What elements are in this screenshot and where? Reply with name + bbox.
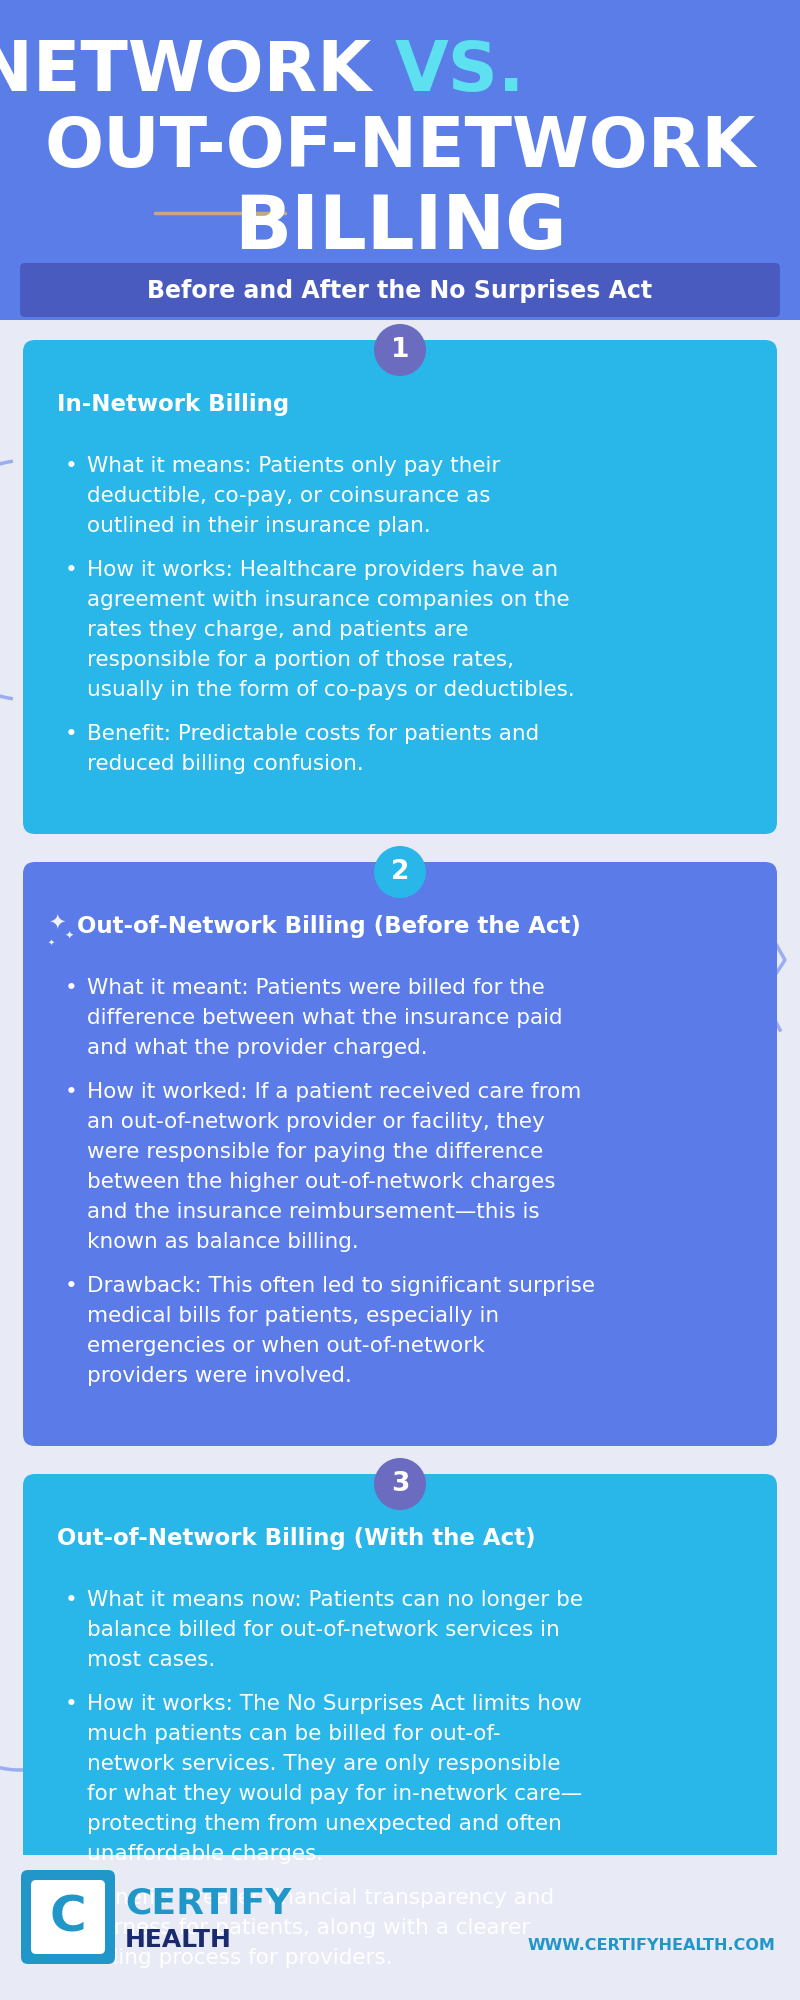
Text: ✦: ✦ xyxy=(47,938,54,946)
Text: agreement with insurance companies on the: agreement with insurance companies on th… xyxy=(87,590,570,610)
FancyBboxPatch shape xyxy=(23,862,777,1446)
FancyBboxPatch shape xyxy=(23,340,777,834)
Text: What it means: Patients only pay their: What it means: Patients only pay their xyxy=(87,456,500,476)
Text: and what the provider charged.: and what the provider charged. xyxy=(87,1038,428,1058)
Text: How it works: The No Surprises Act limits how: How it works: The No Surprises Act limit… xyxy=(87,1694,582,1714)
Text: deductible, co-pay, or coinsurance as: deductible, co-pay, or coinsurance as xyxy=(87,486,490,506)
Text: •: • xyxy=(65,978,78,998)
FancyBboxPatch shape xyxy=(20,262,780,316)
Text: Drawback: This often led to significant surprise: Drawback: This often led to significant … xyxy=(87,1276,595,1296)
Text: emergencies or when out-of-network: emergencies or when out-of-network xyxy=(87,1336,485,1356)
Text: WWW.CERTIFYHEALTH.COM: WWW.CERTIFYHEALTH.COM xyxy=(527,1938,775,1952)
Text: ✦: ✦ xyxy=(64,932,74,942)
FancyBboxPatch shape xyxy=(21,1870,115,1964)
Text: for what they would pay for in-network care—: for what they would pay for in-network c… xyxy=(87,1784,582,1804)
Text: and the insurance reimbursement—this is: and the insurance reimbursement—this is xyxy=(87,1202,540,1222)
Text: medical bills for patients, especially in: medical bills for patients, especially i… xyxy=(87,1306,499,1326)
Text: •: • xyxy=(65,1694,78,1714)
Text: HEALTH: HEALTH xyxy=(125,1928,232,1952)
Text: How it worked: If a patient received care from: How it worked: If a patient received car… xyxy=(87,1082,582,1102)
Text: VS.: VS. xyxy=(395,38,526,106)
Text: balance billed for out-of-network services in: balance billed for out-of-network servic… xyxy=(87,1620,560,1640)
Text: Out-of-Network Billing (Before the Act): Out-of-Network Billing (Before the Act) xyxy=(77,914,581,938)
Text: 3: 3 xyxy=(391,1472,409,1496)
Text: between the higher out-of-network charges: between the higher out-of-network charge… xyxy=(87,1172,555,1192)
Text: most cases.: most cases. xyxy=(87,1650,215,1670)
FancyBboxPatch shape xyxy=(23,1474,777,2000)
Text: were responsible for paying the difference: were responsible for paying the differen… xyxy=(87,1142,543,1162)
Circle shape xyxy=(374,1458,426,1510)
Text: much patients can be billed for out-of-: much patients can be billed for out-of- xyxy=(87,1724,501,1744)
Text: providers were involved.: providers were involved. xyxy=(87,1366,352,1386)
Text: Benefit: Greater financial transparency and: Benefit: Greater financial transparency … xyxy=(87,1888,554,1908)
Text: an out-of-network provider or facility, they: an out-of-network provider or facility, … xyxy=(87,1112,545,1132)
Text: BILLING: BILLING xyxy=(234,192,566,264)
Circle shape xyxy=(374,846,426,898)
Text: IN-NETWORK: IN-NETWORK xyxy=(0,38,395,106)
Text: known as balance billing.: known as balance billing. xyxy=(87,1232,358,1252)
Text: Benefit: Predictable costs for patients and: Benefit: Predictable costs for patients … xyxy=(87,724,539,744)
Text: usually in the form of co-pays or deductibles.: usually in the form of co-pays or deduct… xyxy=(87,680,574,700)
Text: How it works: Healthcare providers have an: How it works: Healthcare providers have … xyxy=(87,560,558,580)
Text: Before and After the No Surprises Act: Before and After the No Surprises Act xyxy=(147,278,653,302)
Text: What it means now: Patients can no longer be: What it means now: Patients can no longe… xyxy=(87,1590,583,1610)
Text: difference between what the insurance paid: difference between what the insurance pa… xyxy=(87,1008,562,1028)
Text: •: • xyxy=(65,456,78,476)
Text: In-Network Billing: In-Network Billing xyxy=(57,392,289,416)
Text: billing process for providers.: billing process for providers. xyxy=(87,1948,393,1968)
Text: protecting them from unexpected and often: protecting them from unexpected and ofte… xyxy=(87,1814,562,1834)
Text: 2: 2 xyxy=(391,860,409,884)
Text: reduced billing confusion.: reduced billing confusion. xyxy=(87,754,364,774)
Text: •: • xyxy=(65,1082,78,1102)
Circle shape xyxy=(374,324,426,376)
Text: rates they charge, and patients are: rates they charge, and patients are xyxy=(87,620,469,640)
Text: CERTIFY: CERTIFY xyxy=(125,1886,291,1920)
FancyBboxPatch shape xyxy=(0,0,800,320)
Text: ✦: ✦ xyxy=(48,914,66,934)
Text: responsible for a portion of those rates,: responsible for a portion of those rates… xyxy=(87,650,514,670)
Text: •: • xyxy=(65,1590,78,1610)
Text: What it meant: Patients were billed for the: What it meant: Patients were billed for … xyxy=(87,978,545,998)
Text: •: • xyxy=(65,724,78,744)
Text: C: C xyxy=(50,1892,86,1940)
Text: •: • xyxy=(65,1276,78,1296)
Text: unaffordable charges.: unaffordable charges. xyxy=(87,1844,323,1864)
Text: •: • xyxy=(65,560,78,580)
FancyBboxPatch shape xyxy=(31,1880,105,1954)
Text: Out-of-Network Billing (With the Act): Out-of-Network Billing (With the Act) xyxy=(57,1526,536,1550)
FancyBboxPatch shape xyxy=(0,1856,800,2000)
Text: network services. They are only responsible: network services. They are only responsi… xyxy=(87,1754,561,1774)
Text: outlined in their insurance plan.: outlined in their insurance plan. xyxy=(87,516,430,536)
Text: fairness for patients, along with a clearer: fairness for patients, along with a clea… xyxy=(87,1918,530,1938)
Text: OUT-OF-NETWORK: OUT-OF-NETWORK xyxy=(44,114,756,182)
Text: 1: 1 xyxy=(390,336,410,364)
Text: •: • xyxy=(65,1888,78,1908)
